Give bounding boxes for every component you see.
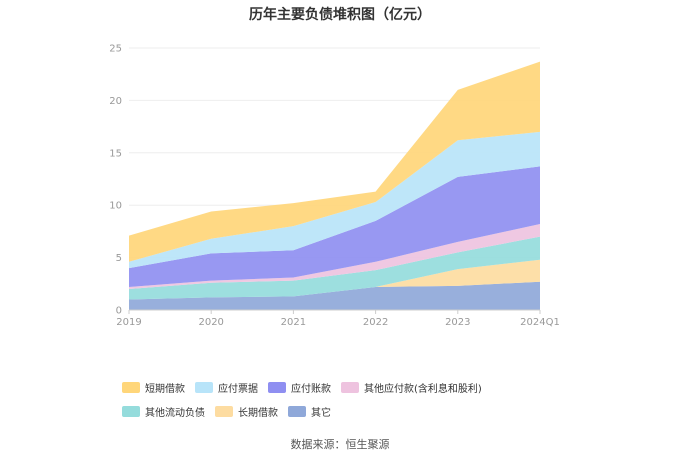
y-tick-label: 15 (109, 148, 122, 159)
legend-swatch (268, 382, 286, 393)
x-tick-label: 2021 (281, 317, 306, 328)
legend-label: 其他流动负债 (145, 408, 205, 419)
legend-swatch (341, 382, 359, 393)
x-tick-label: 2023 (445, 317, 470, 328)
x-tick-label: 2022 (363, 317, 388, 328)
legend-item[interactable]: 长期借款 (215, 404, 278, 419)
legend-label: 短期借款 (145, 384, 185, 395)
x-tick-label: 2019 (116, 317, 141, 328)
chart-title: 历年主要负债堆积图（亿元） (249, 7, 431, 23)
axes: 0 5 10 15 20 25 2019 2020 2021 2022 2023 2024Q1 (109, 44, 560, 329)
area-series (129, 61, 540, 262)
area-series (129, 166, 540, 287)
area-series (129, 131, 540, 269)
legend-item[interactable]: 应付账款 (268, 380, 331, 395)
legend-label: 其它 (311, 408, 331, 419)
legend-label: 应付账款 (291, 384, 331, 395)
y-tick-label: 0 (116, 306, 122, 317)
legend-swatch (122, 382, 140, 393)
legend-label: 其他应付款(含利息和股利) (364, 384, 482, 395)
x-tick-label: 2024Q1 (520, 317, 560, 328)
legend: 短期借款 应付票据 应付账款 其他应付款(含利息和股利) 其他流动负债 长期借款 其它 (122, 378, 582, 426)
y-tick-label: 10 (109, 201, 122, 212)
y-tick-label: 25 (109, 44, 122, 55)
area-series-group (129, 61, 540, 310)
legend-item[interactable]: 其他流动负债 (122, 404, 205, 419)
legend-swatch (122, 406, 140, 417)
legend-swatch (195, 382, 213, 393)
legend-item[interactable]: 其它 (288, 404, 331, 419)
y-tick-label: 20 (109, 96, 122, 107)
legend-item[interactable]: 其他应付款(含利息和股利) (341, 380, 482, 395)
legend-item[interactable]: 短期借款 (122, 380, 185, 395)
stacked-area-chart: 0 5 10 15 20 25 2019 2020 2021 2022 2023 2024Q1 (109, 44, 560, 329)
legend-label: 应付票据 (218, 384, 258, 395)
y-tick-label: 5 (116, 253, 122, 264)
area-series (129, 259, 540, 300)
legend-swatch (215, 406, 233, 417)
x-tick-label: 2020 (198, 317, 223, 328)
area-series (129, 281, 540, 310)
data-source-note: 数据来源：恒生聚源 (290, 438, 390, 451)
legend-swatch (288, 406, 306, 417)
area-series (129, 236, 540, 300)
legend-item[interactable]: 应付票据 (195, 380, 258, 395)
legend-label: 长期借款 (238, 408, 278, 419)
